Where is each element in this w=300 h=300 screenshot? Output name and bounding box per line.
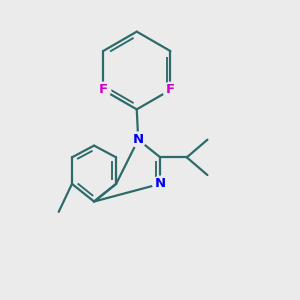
Circle shape [163, 82, 178, 98]
Circle shape [153, 176, 168, 191]
Text: N: N [155, 177, 166, 190]
Text: F: F [98, 83, 108, 96]
Circle shape [130, 132, 146, 147]
Circle shape [95, 82, 111, 98]
Text: F: F [166, 83, 175, 96]
Text: N: N [133, 133, 144, 146]
